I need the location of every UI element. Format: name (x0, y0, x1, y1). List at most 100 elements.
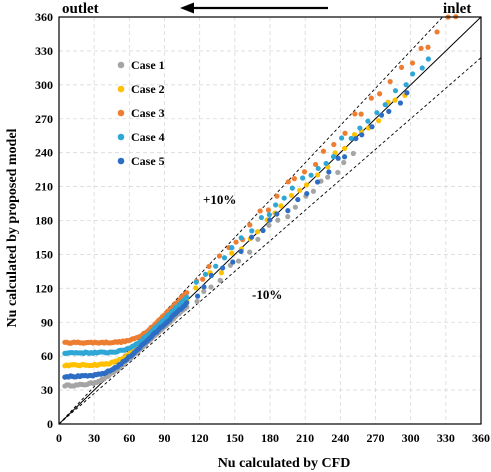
data-point (357, 125, 363, 131)
data-point (249, 234, 255, 240)
data-point (341, 159, 347, 166)
data-point (235, 258, 242, 264)
data-point (301, 169, 308, 175)
data-point (266, 222, 272, 228)
legend-item: Case 4 (117, 130, 165, 144)
data-point (425, 44, 431, 50)
data-point (278, 203, 284, 209)
data-point (368, 95, 374, 101)
data-point (325, 174, 331, 180)
data-point (350, 150, 356, 157)
data-point (202, 271, 209, 277)
data-point (273, 202, 279, 208)
x-tick-label: 120 (191, 431, 209, 445)
data-point (258, 214, 265, 221)
data-point (254, 229, 261, 235)
series-case-3 (62, 14, 459, 346)
legend-item: Case 1 (117, 58, 165, 72)
y-tick-label: 150 (35, 247, 53, 261)
data-point (335, 169, 341, 176)
data-point (249, 228, 255, 234)
x-tick-label: 330 (437, 431, 455, 445)
y-axis-title: Nu calculated by proposed model (5, 128, 20, 327)
data-point (341, 154, 348, 160)
data-point (410, 71, 416, 77)
data-point (326, 169, 332, 175)
legend-marker (117, 157, 125, 165)
data-point (255, 236, 261, 242)
data-point (208, 284, 214, 290)
series-case-5 (62, 90, 410, 380)
inlet-label: inlet (443, 1, 471, 17)
y-tick-label: 30 (41, 383, 53, 397)
legend-marker (117, 85, 125, 93)
data-point (285, 214, 291, 220)
x-tick-label: 60 (123, 431, 135, 445)
data-point (194, 293, 201, 299)
data-point (275, 217, 281, 223)
y-tick-label: 270 (35, 112, 53, 126)
legend-item: Case 5 (117, 154, 165, 168)
x-tick-label: 0 (56, 431, 62, 445)
data-point (295, 196, 301, 203)
data-point (398, 64, 405, 70)
x-tick-label: 30 (88, 431, 100, 445)
data-point (208, 272, 214, 279)
legend-marker (117, 61, 125, 69)
data-point (220, 265, 226, 271)
data-point (315, 165, 321, 172)
data-point (376, 118, 382, 124)
legend-item: Case 2 (117, 82, 165, 96)
y-tick-label: 90 (41, 315, 53, 329)
data-point (200, 276, 206, 282)
data-point (221, 255, 228, 261)
data-point (342, 130, 348, 136)
data-point (418, 45, 424, 51)
data-point (193, 285, 199, 291)
data-point (260, 227, 266, 234)
data-point (353, 135, 359, 142)
data-point (267, 217, 273, 223)
legend-label: Case 1 (131, 58, 165, 72)
legend: Case 1 Case 2 Case 3 Case 4 Case 5 (117, 58, 165, 168)
data-point (216, 253, 223, 259)
data-point (292, 204, 298, 210)
grid-lines (59, 17, 481, 424)
data-point (352, 111, 358, 117)
x-tick-label: 90 (159, 431, 171, 445)
data-point (331, 141, 337, 148)
data-point (247, 222, 253, 228)
data-point (285, 208, 291, 214)
y-tick-label: 300 (35, 78, 53, 92)
data-point (285, 179, 291, 185)
data-point (382, 102, 388, 108)
legend-label: Case 3 (131, 106, 165, 120)
data-point (238, 235, 244, 241)
legend-label: Case 2 (131, 82, 165, 96)
data-point (281, 195, 287, 201)
data-point (392, 97, 398, 103)
plot-frame (58, 16, 482, 425)
data-point (330, 154, 337, 160)
data-point (335, 155, 341, 161)
data-point (310, 188, 317, 194)
y-tick-label: 360 (35, 10, 53, 24)
data-point (392, 88, 399, 94)
x-tick-label: 240 (331, 431, 349, 445)
legend-marker (117, 133, 125, 141)
data-point (238, 248, 244, 255)
data-point (289, 185, 295, 191)
y-tick-label: 180 (35, 214, 53, 228)
data-point (374, 110, 380, 116)
data-point (351, 131, 358, 138)
data-point (201, 288, 207, 295)
data-point (358, 111, 364, 117)
data-point (266, 212, 272, 218)
x-tick-label: 180 (261, 431, 279, 445)
data-point (217, 277, 223, 283)
data-point (348, 135, 354, 142)
data-point (434, 29, 440, 35)
data-point (184, 290, 190, 296)
data-point (323, 160, 329, 167)
y-tick-label: 60 (41, 349, 53, 363)
